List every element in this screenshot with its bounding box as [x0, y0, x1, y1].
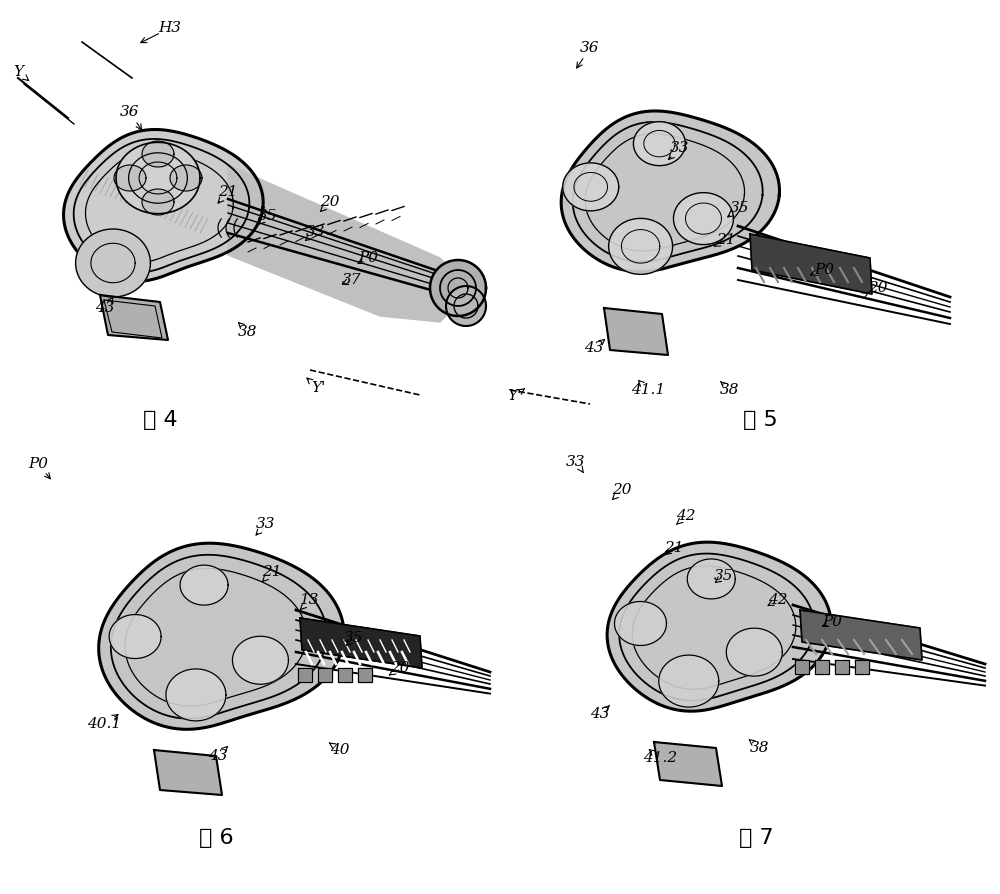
Polygon shape — [659, 655, 719, 707]
Polygon shape — [614, 602, 666, 645]
Polygon shape — [99, 544, 344, 730]
Text: 35: 35 — [714, 569, 734, 583]
Text: 35: 35 — [730, 201, 750, 215]
Polygon shape — [228, 165, 448, 322]
Text: 33: 33 — [566, 455, 586, 469]
Polygon shape — [300, 618, 422, 668]
Polygon shape — [318, 668, 332, 682]
Polygon shape — [750, 234, 872, 294]
Polygon shape — [563, 163, 619, 211]
Text: 42: 42 — [768, 593, 788, 607]
Text: P0: P0 — [358, 251, 378, 265]
Polygon shape — [795, 660, 809, 674]
Polygon shape — [687, 559, 735, 599]
Text: Y': Y' — [311, 381, 325, 395]
Polygon shape — [142, 141, 174, 167]
Text: Y': Y' — [507, 389, 521, 403]
Polygon shape — [170, 165, 202, 191]
Text: 图 4: 图 4 — [143, 410, 177, 430]
Text: 43: 43 — [584, 341, 604, 355]
Text: 35: 35 — [258, 209, 278, 223]
Text: P0: P0 — [822, 615, 842, 629]
Polygon shape — [604, 308, 668, 355]
Text: 41.1: 41.1 — [631, 383, 665, 397]
Polygon shape — [815, 660, 829, 674]
Text: 21: 21 — [262, 565, 282, 579]
Text: 33: 33 — [306, 225, 326, 239]
Polygon shape — [338, 668, 352, 682]
Text: 20: 20 — [612, 483, 632, 497]
Polygon shape — [232, 637, 288, 684]
Polygon shape — [855, 660, 869, 674]
Polygon shape — [654, 742, 722, 786]
Polygon shape — [561, 111, 779, 272]
Polygon shape — [607, 542, 831, 712]
Text: 43: 43 — [208, 749, 228, 763]
Text: 40.1: 40.1 — [87, 717, 121, 731]
Text: 41.2: 41.2 — [643, 751, 677, 765]
Text: 38: 38 — [720, 383, 740, 397]
Text: 42: 42 — [676, 509, 696, 523]
Text: 图 5: 图 5 — [743, 410, 777, 430]
Polygon shape — [154, 750, 222, 795]
Text: 36: 36 — [580, 41, 600, 55]
Text: 21: 21 — [664, 541, 684, 555]
Polygon shape — [298, 668, 312, 682]
Text: 37: 37 — [342, 273, 362, 287]
Text: H3: H3 — [158, 21, 182, 35]
Polygon shape — [800, 610, 922, 660]
Text: 43: 43 — [95, 301, 115, 315]
Polygon shape — [673, 192, 733, 245]
Polygon shape — [116, 142, 200, 214]
Polygon shape — [835, 660, 849, 674]
Text: 43: 43 — [590, 707, 610, 721]
Text: Y: Y — [13, 65, 23, 79]
Polygon shape — [64, 130, 263, 282]
Text: P0: P0 — [814, 263, 834, 277]
Polygon shape — [166, 669, 226, 721]
Text: 35: 35 — [344, 631, 364, 645]
Polygon shape — [358, 668, 372, 682]
Text: 33: 33 — [670, 141, 690, 155]
Polygon shape — [76, 229, 150, 297]
Polygon shape — [633, 122, 685, 165]
Text: 20: 20 — [390, 661, 410, 675]
Polygon shape — [100, 295, 168, 340]
Text: 38: 38 — [238, 325, 258, 339]
Text: 38: 38 — [750, 741, 770, 755]
Text: 13: 13 — [300, 593, 320, 607]
Text: 21: 21 — [716, 233, 736, 247]
Polygon shape — [430, 260, 486, 316]
Text: 图 7: 图 7 — [739, 828, 773, 848]
Polygon shape — [114, 165, 146, 191]
Text: 33: 33 — [256, 517, 276, 531]
Text: 21: 21 — [218, 185, 238, 199]
Text: 20: 20 — [320, 195, 340, 209]
Text: 40: 40 — [330, 743, 350, 757]
Polygon shape — [609, 218, 673, 274]
Text: 36: 36 — [120, 105, 140, 119]
Text: 20: 20 — [868, 281, 888, 295]
Polygon shape — [446, 286, 486, 326]
Polygon shape — [109, 614, 161, 659]
Text: P0: P0 — [28, 457, 48, 471]
Polygon shape — [726, 628, 782, 676]
Polygon shape — [142, 189, 174, 215]
Text: 图 6: 图 6 — [199, 828, 233, 848]
Polygon shape — [180, 565, 228, 605]
